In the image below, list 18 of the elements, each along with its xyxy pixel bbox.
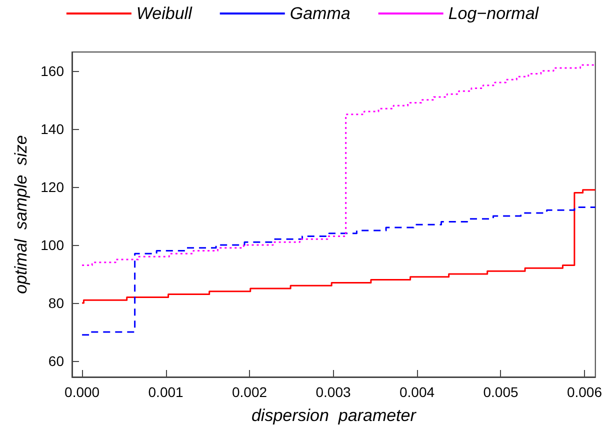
x-axis-title: dispersion parameter [251,406,418,425]
x-tick-label: 0.002 [232,384,268,400]
x-tick-label: 0.003 [316,384,351,400]
y-tick-label: 120 [40,178,64,195]
x-tick-label: 0.001 [148,384,184,400]
y-tick-label: 60 [48,353,64,370]
y-tick-label: 140 [40,120,64,137]
legend-label: Gamma [290,4,350,23]
y-tick-label: 100 [40,236,64,253]
y-tick-label: 160 [40,62,64,79]
y-tick-label: 80 [48,295,64,312]
legend-label: Log−normal [448,4,540,23]
x-tick-label: 0.000 [64,384,100,400]
x-tick-label: 0.004 [399,384,435,400]
x-tick-label: 0.005 [483,384,518,400]
x-tick-label: 0.006 [566,384,602,400]
legend-label: Weibull [136,4,194,23]
y-axis-title: optimal sample size [12,135,31,294]
